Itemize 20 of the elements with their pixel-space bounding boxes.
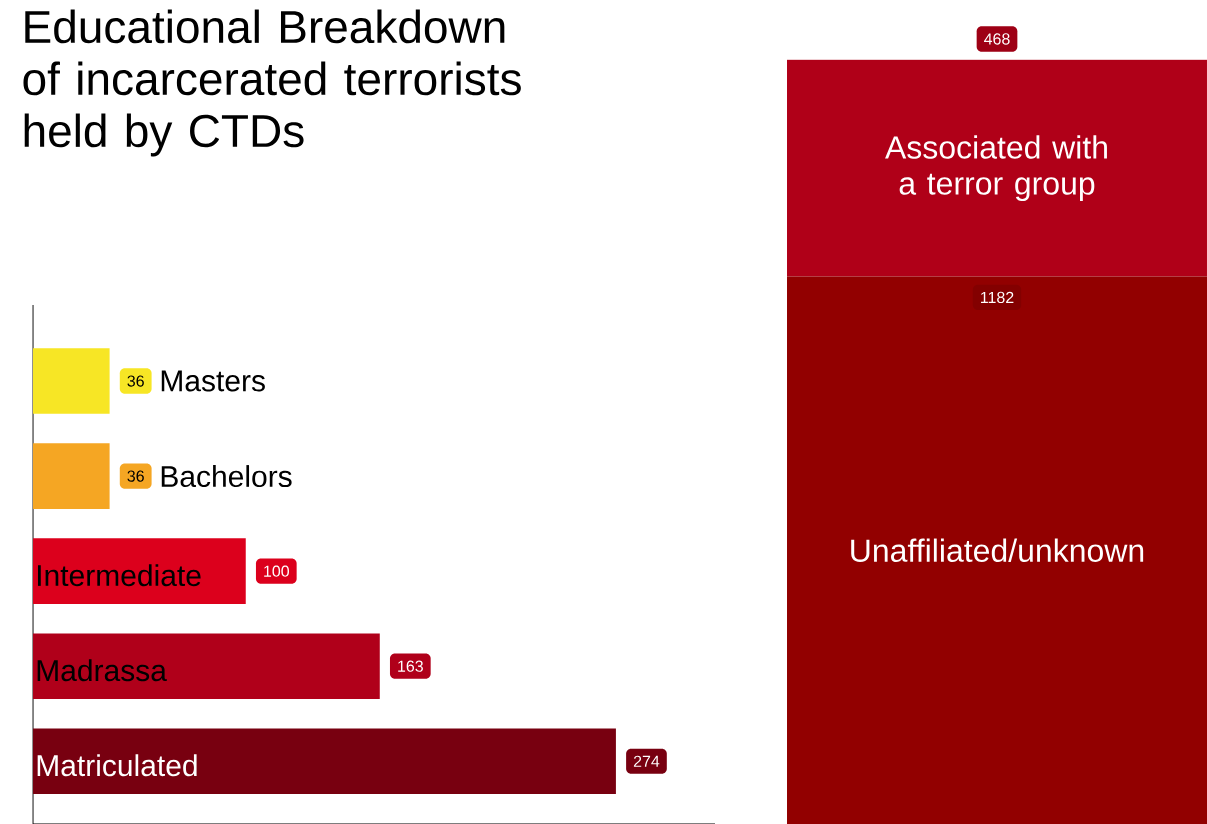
bar [33,348,110,414]
data-label: 274 [633,755,660,767]
category-label: Madrassa [37,659,167,682]
category-label: Bachelors [161,465,292,488]
data-label: 36 [127,470,144,482]
category-label: Matriculated [37,754,197,777]
chart-title: Educational Breakdown of incarcerated terrorists held by CTDs [23,9,521,157]
data-label: 468 [984,33,1010,45]
bar [33,633,380,699]
bar [33,443,110,509]
data-label: 1182 [981,291,1014,304]
category-label: Masters [161,370,265,392]
series-label: Associated with a terror group [885,135,1107,202]
category-label: Intermediate [37,564,201,587]
data-label: 36 [127,375,144,387]
data-label: 163 [398,660,423,672]
bar [33,728,616,795]
series-label: Unaffiliated/unknown [851,538,1144,563]
bar [33,538,246,604]
data-label: 100 [264,565,290,577]
